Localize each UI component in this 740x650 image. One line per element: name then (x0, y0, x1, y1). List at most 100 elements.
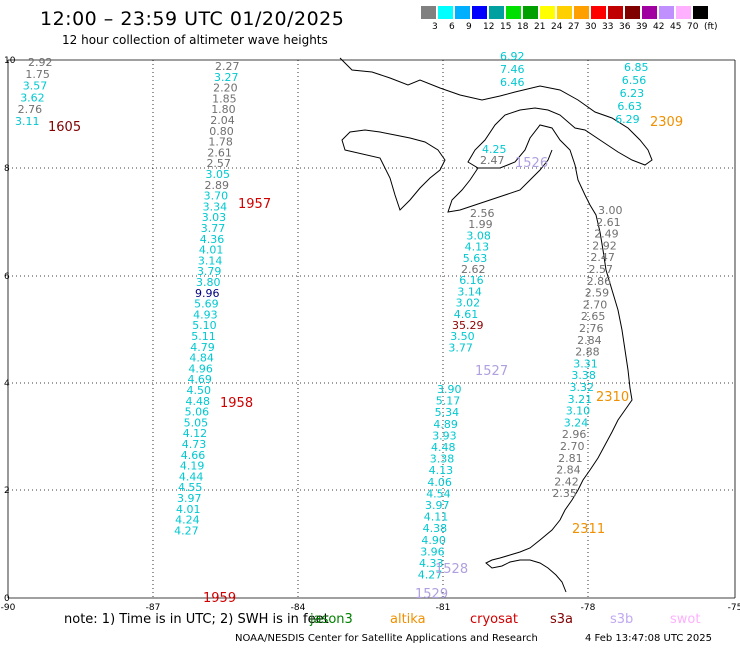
colorbar-cell (488, 5, 505, 20)
colorbar-cell (692, 5, 709, 20)
colorbar-cell (420, 5, 437, 20)
wave-height-value: 3.08 (466, 229, 491, 242)
wave-height-value: 4.84 (189, 352, 214, 365)
wave-height-value: 2.57 (206, 157, 231, 170)
y-tick-label: 8 (4, 164, 10, 174)
colorbar-cell (437, 5, 454, 20)
colorbar-label: 27 (568, 22, 580, 32)
wave-height-value: 4.50 (187, 384, 212, 397)
colorbar-label: 15 (500, 22, 512, 32)
wave-height-value: 4.66 (181, 449, 206, 462)
wave-height-value: 2.70 (583, 298, 608, 311)
wave-height-value: 2.61 (596, 216, 621, 229)
wave-height-value: 4.25 (482, 143, 507, 156)
colorbar-cell (658, 5, 675, 20)
wave-height-value: 35.29 (452, 319, 484, 332)
wave-height-value: 2.59 (585, 287, 610, 300)
wave-height-value: 2.89 (205, 179, 230, 192)
colorbar-label: 70 (687, 22, 699, 32)
satellite-legend-item: s3b (610, 612, 634, 627)
wave-height-value: 0.80 (209, 125, 234, 138)
wave-height-value: 4.33 (419, 557, 444, 570)
wave-height-value: 2.47 (590, 251, 615, 264)
satellite-legend-item: s3a (550, 612, 574, 627)
wave-height-value: 6.16 (459, 274, 484, 287)
wave-height-values: 2.921.753.573.622.763.112.273.272.201.85… (15, 50, 649, 582)
wave-height-value: 2.27 (215, 60, 240, 73)
colorbar-cell (454, 5, 471, 20)
colorbar-cell (607, 5, 624, 20)
wave-height-value: 4.13 (465, 241, 490, 254)
satellite-pass-id: 1528 (435, 562, 468, 577)
wave-height-value: 2.65 (581, 310, 606, 323)
colorbar-label: 30 (585, 22, 597, 32)
x-tick-label: -84 (291, 603, 306, 613)
footer-note: note: 1) Time is in UTC; 2) SWH is in fe… (64, 612, 329, 627)
wave-height-value: 4.93 (193, 308, 218, 321)
credit-text: NOAA/NESDIS Center for Satellite Applica… (235, 633, 538, 644)
wave-height-value: 3.57 (23, 80, 48, 93)
wave-height-value: 4.12 (183, 427, 208, 440)
wave-height-value: 7.46 (500, 63, 525, 76)
wave-height-value: 2.61 (207, 146, 232, 159)
wave-height-value: 3.11 (15, 115, 40, 128)
colorbar-label: 36 (619, 22, 631, 32)
y-tick-label: 6 (4, 272, 10, 282)
wave-height-value: 2.57 (589, 263, 614, 276)
wave-height-colorbar: 3 6 9 12 15 18 21 24 27 30 33 36 39 42 45 70 (ft) (420, 5, 740, 32)
wave-height-value: 2.70 (560, 440, 585, 453)
satellite-pass-id: 2310 (596, 390, 629, 405)
x-tick-label: -87 (146, 603, 161, 613)
wave-height-value: 1.85 (212, 92, 237, 105)
colorbar-cell (641, 5, 658, 20)
generation-timestamp: 4 Feb 13:47:08 UTC 2025 (585, 633, 712, 644)
satellite-pass-id: 1959 (203, 591, 236, 606)
wave-height-value: 4.69 (187, 373, 212, 386)
wave-height-value: 3.14 (198, 254, 223, 267)
colorbar-cell (539, 5, 556, 20)
wave-height-value: 2.92 (592, 239, 617, 252)
wave-height-value: 6.29 (615, 113, 640, 126)
wave-height-value: 4.38 (423, 522, 448, 535)
colorbar-label: 18 (517, 22, 529, 32)
wave-height-value: 5.06 (185, 406, 210, 419)
wave-height-value: 3.62 (20, 91, 45, 104)
colorbar-label: 24 (551, 22, 563, 32)
wave-height-value: 4.36 (200, 233, 225, 246)
wave-height-value: 3.03 (202, 211, 227, 224)
colorbar-label: 42 (653, 22, 665, 32)
map-subtitle: 12 hour collection of altimeter wave hei… (62, 33, 328, 47)
wave-height-value: 3.90 (437, 383, 462, 396)
wave-height-value: 3.97 (425, 499, 450, 512)
wave-height-value: 5.63 (463, 252, 488, 265)
wave-height-value: 4.79 (190, 341, 215, 354)
wave-height-value: 3.93 (432, 429, 457, 442)
wave-height-value: 4.73 (182, 438, 207, 451)
x-tick-label: -90 (1, 603, 16, 613)
wave-height-value: 4.01 (176, 503, 201, 516)
satellite-legend-item: altika (390, 612, 426, 627)
wave-height-value: 3.77 (201, 222, 226, 235)
y-tick-label: 0 (4, 594, 10, 604)
wave-height-value: 3.02 (456, 297, 481, 310)
wave-height-value: 2.86 (587, 275, 612, 288)
wave-height-value: 2.84 (577, 334, 602, 347)
wave-height-value: 1.80 (211, 103, 236, 116)
colorbar-label: 9 (466, 22, 472, 32)
satellite-pass-id: 2309 (650, 115, 683, 130)
satellite-pass-id: 1526 (515, 156, 548, 171)
wave-height-value: 3.31 (573, 357, 598, 370)
satellite-pass-id: 1958 (220, 396, 253, 411)
lat-lon-grid (7, 59, 736, 599)
colorbar-label: 45 (670, 22, 682, 32)
satellite-legend-item: cryosat (470, 612, 518, 627)
satellite-pass-id: 1527 (475, 364, 508, 379)
coastline (339, 57, 653, 593)
wave-height-value: 9.96 (195, 287, 220, 300)
wave-height-value: 4.13 (429, 464, 454, 477)
wave-height-value: 4.96 (188, 362, 213, 375)
wave-height-value: 3.34 (203, 200, 228, 213)
wave-height-value: 4.27 (174, 524, 199, 537)
wave-height-value: 3.38 (571, 369, 596, 382)
wave-height-value: 3.79 (197, 265, 222, 278)
